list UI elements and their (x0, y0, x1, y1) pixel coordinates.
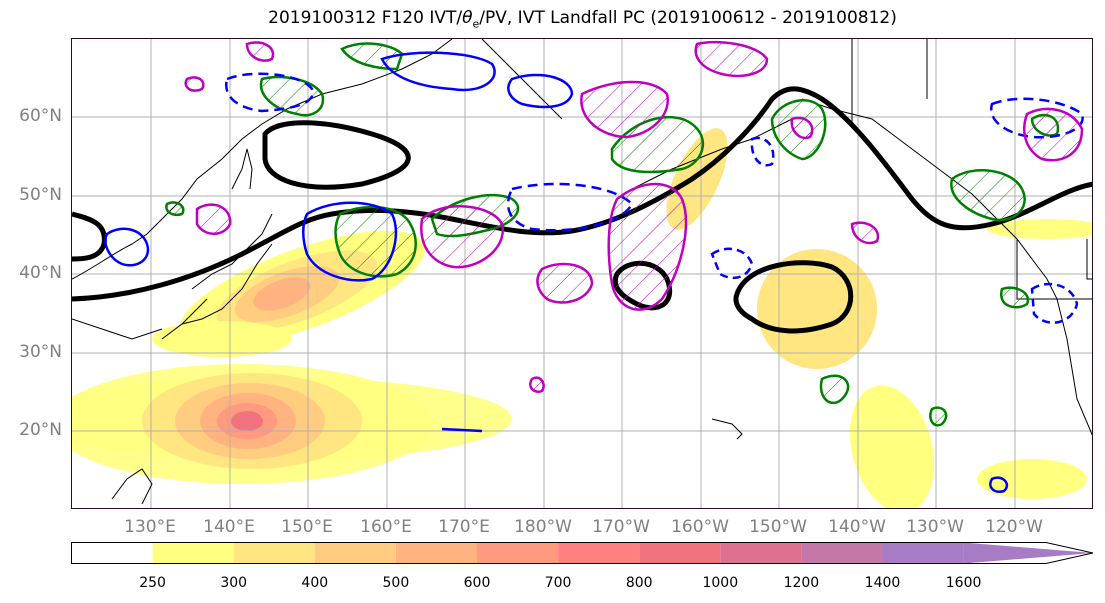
colorbar-tick-label: 1000 (702, 575, 739, 591)
colorbar-cell (152, 542, 234, 564)
colorbar-tick-label: 800 (625, 575, 653, 591)
map-title: 2019100312 F120 IVT/θe/PV, IVT Landfall … (268, 8, 897, 31)
colorbar-tick-label: 1400 (864, 575, 901, 591)
colorbar-tick-label: 500 (382, 575, 410, 591)
coastlines (72, 39, 1092, 505)
lat-label-40n: 40°N (19, 263, 62, 283)
colorbar-outline (71, 542, 1094, 564)
pv-contours (184, 40, 1084, 393)
colorbar-tick-label: 300 (220, 575, 248, 591)
colorbar (71, 542, 1094, 564)
lon-label-120w: 120°W (985, 517, 1043, 537)
lon-label-170w: 170°W (592, 517, 650, 537)
colorbar-tick-label: 700 (544, 575, 572, 591)
lat-label-50n: 50°N (19, 185, 62, 205)
lon-label-160e: 160°E (360, 517, 412, 537)
lon-label-140w: 140°W (828, 517, 886, 537)
map-canvas (72, 39, 1092, 508)
colorbar-tick-label: 250 (139, 575, 166, 591)
colorbar-over-triangle (963, 542, 1093, 564)
lat-label-30n: 30°N (19, 342, 62, 362)
colorbar-tick-label: 1600 (945, 575, 982, 591)
lon-label-180w: 180°W (514, 517, 572, 537)
lat-label-20n: 20°N (19, 420, 62, 440)
colorbar-tick-label: 600 (463, 575, 491, 591)
lon-label-150w: 150°W (749, 517, 807, 537)
lon-label-130e: 130°E (124, 517, 176, 537)
colorbar-cell (801, 542, 883, 564)
colorbar-cell (639, 542, 721, 564)
ivt-shading (72, 128, 1092, 508)
colorbar-cell (558, 542, 640, 564)
colorbar-under-cell (71, 542, 153, 564)
colorbar-cell (314, 542, 396, 564)
colorbar-tick-label: 1200 (783, 575, 820, 591)
lat-label-60n: 60°N (19, 106, 62, 126)
colorbar-cell (720, 542, 802, 564)
colorbar-tick-label: 400 (301, 575, 329, 591)
lon-label-140e: 140°E (203, 517, 255, 537)
lon-label-150e: 150°E (281, 517, 333, 537)
colorbar-cell (477, 542, 559, 564)
lon-label-160w: 160°W (671, 517, 729, 537)
colorbar-cell (233, 542, 315, 564)
lon-label-170e: 170°E (438, 517, 490, 537)
colorbar-cell (882, 542, 964, 564)
colorbar-cells (71, 542, 1093, 564)
map-panel (71, 38, 1093, 509)
colorbar-cell (395, 542, 477, 564)
lon-label-130w: 130°W (906, 517, 964, 537)
